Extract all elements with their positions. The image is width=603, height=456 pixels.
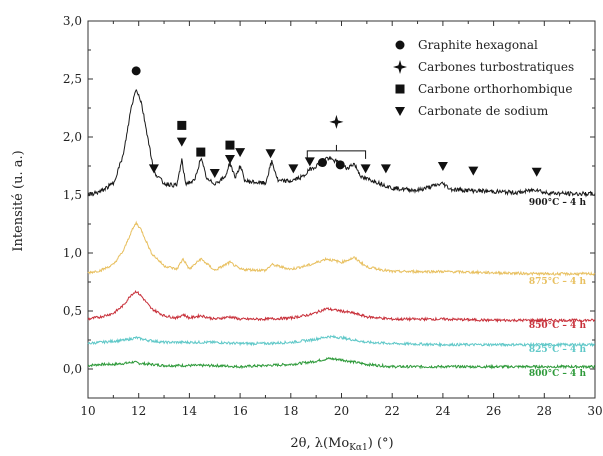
- legend-label-0: Graphite hexagonal: [418, 38, 538, 52]
- x-axis-title-main: 2θ, λ(Mo: [290, 436, 349, 451]
- series-line-0: [87, 356, 596, 370]
- marker-triangle-down-4: [148, 164, 159, 174]
- x-tick-label-10: 30: [587, 404, 602, 418]
- x-tick-label-7: 24: [435, 404, 451, 418]
- marker-triangle-down-10: [288, 164, 299, 174]
- marker-triangle-down-14: [437, 162, 448, 171]
- series-label-4: 900°C – 4 h: [529, 198, 587, 208]
- marker-triangle-down-16: [531, 167, 542, 177]
- marker-triangle-down-7: [224, 155, 235, 165]
- turbostratic-bracket: [306, 114, 367, 159]
- bracket-line: [306, 150, 367, 159]
- marker-circle-0: [131, 66, 141, 76]
- series-line-1: [87, 334, 596, 348]
- marker-triangle-down-9: [265, 149, 276, 159]
- x-tick-label-1: 12: [131, 404, 146, 418]
- axis-ticks: 10 12 14 16 18 20 22 24 26 28 30 0,0 0,5 1,0 1,5 2,0 2,5…: [63, 14, 603, 418]
- series-line-3: [87, 220, 596, 277]
- x-tick-label-4: 18: [283, 404, 298, 418]
- marker-square-2: [196, 147, 206, 157]
- legend-label-2: Carbone orthorhombique: [418, 82, 572, 96]
- peak-markers: [131, 66, 542, 178]
- x-tick-label-6: 22: [385, 404, 400, 418]
- x-axis-title-tail: ) (°): [368, 436, 394, 451]
- series-labels: 800°C – 4 h 825°C – 4 h 850°C – 4 h 875°C –…: [529, 198, 587, 379]
- marker-circle-17: [317, 158, 327, 168]
- bracket-star: [329, 114, 344, 129]
- y-tick-label-5: 2,5: [63, 72, 82, 86]
- y-tick-label-6: 3,0: [63, 14, 82, 28]
- series-label-2: 850°C – 4 h: [529, 321, 587, 331]
- legend: Graphite hexagonal Carbones turbostratiqu…: [393, 38, 574, 118]
- series-label-1: 825°C – 4 h: [529, 345, 587, 355]
- legend-label-3: Carbonate de sodium: [418, 104, 549, 118]
- series-label-0: 800°C – 4 h: [529, 369, 587, 379]
- marker-triangle-down-13: [380, 164, 391, 174]
- marker-triangle-down-12: [360, 164, 371, 174]
- y-tick-label-3: 1,5: [63, 188, 82, 202]
- y-tick-label-0: 0,0: [63, 362, 82, 376]
- marker-triangle-down-8: [235, 148, 246, 158]
- legend-symbol-circle: [395, 40, 405, 50]
- marker-square-3: [225, 140, 235, 150]
- marker-triangle-down-15: [468, 166, 479, 176]
- legend-label-1: Carbones turbostratiques: [418, 60, 574, 74]
- x-tick-label-0: 10: [80, 404, 95, 418]
- legend-symbol-triangle-down: [395, 107, 405, 116]
- x-tick-label-2: 14: [182, 404, 198, 418]
- legend-symbol-square: [395, 84, 405, 94]
- x-tick-label-9: 28: [537, 404, 552, 418]
- y-tick-label-4: 2,0: [63, 130, 82, 144]
- x-tick-label-5: 20: [334, 404, 349, 418]
- plot-border: [87, 20, 596, 399]
- x-axis-title-sub: Kα1: [349, 443, 368, 453]
- marker-circle-18: [335, 160, 345, 170]
- y-tick-label-1: 0,5: [63, 304, 82, 318]
- plot-frame: [87, 20, 596, 399]
- marker-triangle-down-5: [176, 137, 187, 147]
- series-line-2: [87, 290, 596, 323]
- series-label-3: 875°C – 4 h: [529, 277, 587, 287]
- x-tick-label-3: 16: [232, 404, 247, 418]
- x-tick-label-8: 26: [486, 404, 501, 418]
- y-tick-label-2: 1,0: [63, 246, 82, 260]
- y-axis-title: Intensité (u. a.): [11, 150, 26, 251]
- marker-triangle-down-11: [304, 157, 315, 167]
- marker-square-1: [177, 120, 187, 130]
- marker-triangle-down-6: [209, 168, 220, 178]
- legend-symbol-star4: [393, 60, 407, 74]
- x-axis-title: 2θ, λ(MoKα1) (°): [290, 436, 393, 453]
- series-layer: [87, 88, 596, 370]
